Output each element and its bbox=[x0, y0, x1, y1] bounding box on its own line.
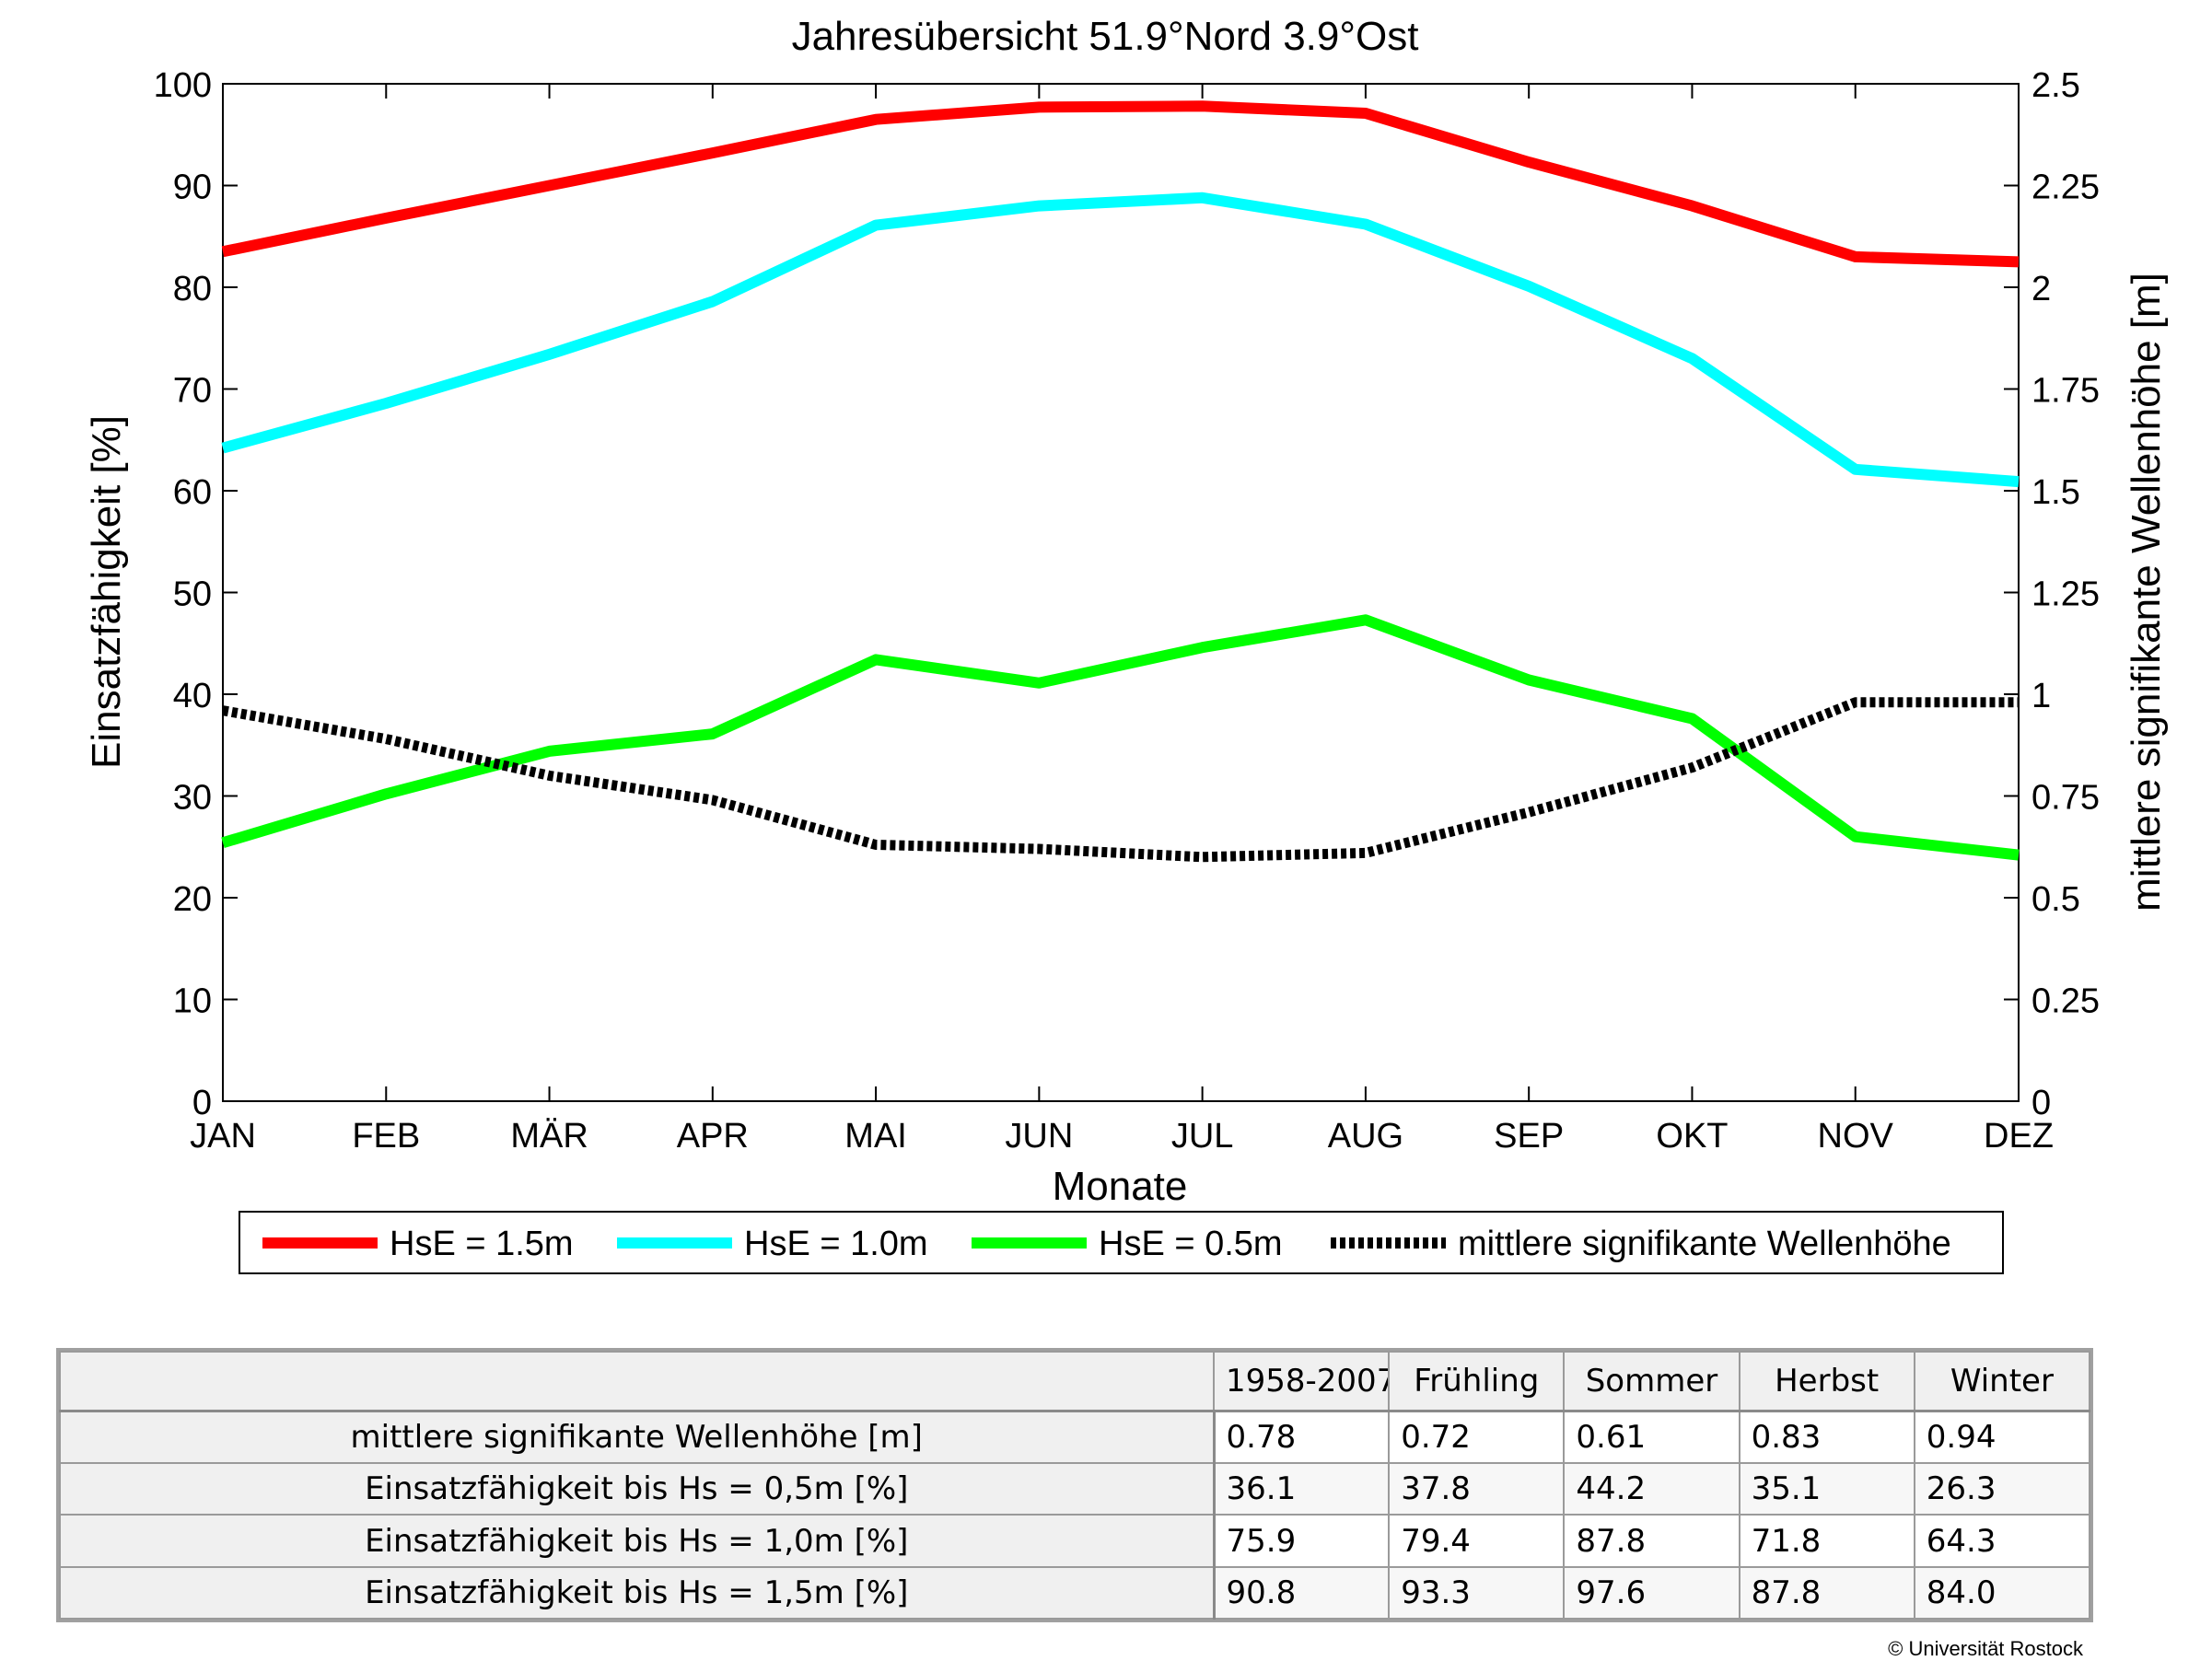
x-tick-label: OKT bbox=[1656, 1117, 1728, 1156]
table-cell: 36.1 bbox=[1212, 1462, 1391, 1516]
x-tick-label: AUG bbox=[1328, 1117, 1403, 1156]
column-header: Sommer bbox=[1563, 1351, 1740, 1412]
table-cell: 26.3 bbox=[1913, 1462, 2091, 1516]
x-tick-label: APR bbox=[677, 1117, 749, 1156]
x-tick-label: DEZ bbox=[1984, 1117, 2054, 1156]
chart-title: Jahresübersicht 51.9°Nord 3.9°Ost bbox=[792, 14, 1419, 59]
table-row: Einsatzfähigkeit bis Hs = 1,0m [%] 75.9 … bbox=[59, 1514, 2091, 1568]
x-tick-label: JAN bbox=[190, 1117, 256, 1156]
row-label: Einsatzfähigkeit bis Hs = 1,5m [%] bbox=[59, 1565, 1216, 1620]
statistics-table-panel: 1958-2007 Frühling Sommer Herbst Winter … bbox=[56, 1348, 2093, 1622]
legend: HsE = 1.5m HsE = 1.0m HsE = 0.5m mittler… bbox=[239, 1211, 2004, 1274]
y-tick-label: 60 bbox=[173, 473, 212, 512]
series-line-3 bbox=[222, 697, 2019, 863]
table-row: Einsatzfähigkeit bis Hs = 0,5m [%] 36.1 … bbox=[59, 1462, 2091, 1516]
axis-ticks: JAN FEB MÄR APR MAI JUN JUL AUG SEP OKT NOV DEZ0102… bbox=[154, 66, 2100, 1156]
statistics-table: 1958-2007 Frühling Sommer Herbst Winter … bbox=[59, 1351, 2091, 1620]
x-tick-label: SEP bbox=[1494, 1117, 1564, 1156]
column-header: Herbst bbox=[1738, 1351, 1915, 1412]
table-cell: 44.2 bbox=[1563, 1462, 1740, 1516]
table-cell: 35.1 bbox=[1738, 1462, 1915, 1516]
series-line-0 bbox=[221, 100, 2020, 268]
x-tick-label: FEB bbox=[352, 1117, 420, 1156]
table-cell: 71.8 bbox=[1738, 1514, 1915, 1568]
table-cell: 87.8 bbox=[1738, 1565, 1915, 1620]
y-tick-label: 100 bbox=[154, 66, 212, 105]
y2-tick-label: 0 bbox=[2032, 1084, 2051, 1122]
table-cell: 87.8 bbox=[1563, 1514, 1740, 1568]
y2-tick-label: 2.5 bbox=[2032, 66, 2080, 105]
table-cell: 0.61 bbox=[1563, 1410, 1740, 1465]
y2-tick-label: 1.5 bbox=[2032, 473, 2080, 512]
y2-tick-label: 2 bbox=[2032, 270, 2051, 308]
row-label: Einsatzfähigkeit bis Hs = 0,5m [%] bbox=[59, 1462, 1216, 1516]
row-label: Einsatzfähigkeit bis Hs = 1,0m [%] bbox=[59, 1514, 1216, 1568]
y-tick-label: 0 bbox=[192, 1084, 212, 1122]
legend-box bbox=[239, 1211, 2004, 1274]
table-cell: 75.9 bbox=[1212, 1514, 1391, 1568]
legend-label-wave-height: mittlere signifikante Wellenhöhe bbox=[1458, 1225, 1951, 1263]
table-header-row: 1958-2007 Frühling Sommer Herbst Winter bbox=[59, 1351, 2091, 1412]
table-cell: 0.78 bbox=[1212, 1410, 1391, 1465]
table-cell: 0.83 bbox=[1738, 1410, 1915, 1465]
y2-tick-label: 0.25 bbox=[2032, 982, 2100, 1021]
chart: Jahresübersicht 51.9°Nord 3.9°Ost JAN FEB… bbox=[84, 14, 2169, 1274]
x-tick-label: JUL bbox=[1171, 1117, 1234, 1156]
series-line-1 bbox=[221, 192, 2020, 488]
y-tick-label: 30 bbox=[173, 779, 212, 818]
y2-tick-label: 2.25 bbox=[2032, 168, 2100, 207]
copyright-note: © Universität Rostock bbox=[1888, 1637, 2083, 1660]
y-tick-label: 70 bbox=[173, 372, 212, 411]
y2-tick-label: 1.75 bbox=[2032, 372, 2100, 411]
y2-axis-title: mittlere signifikante Wellenhöhe [m] bbox=[2124, 273, 2169, 912]
legend-label-hse-1-0: HsE = 1.0m bbox=[744, 1225, 928, 1263]
series-layer bbox=[221, 100, 2020, 863]
x-tick-label: NOV bbox=[1818, 1117, 1894, 1156]
table-cell: 0.72 bbox=[1388, 1410, 1566, 1465]
x-tick-label: JUN bbox=[1005, 1117, 1073, 1156]
table-cell: 84.0 bbox=[1913, 1565, 2091, 1620]
y-axis-title: Einsatzfähigkeit [%] bbox=[84, 415, 129, 769]
column-header: 1958-2007 bbox=[1212, 1351, 1391, 1412]
table-cell: 97.6 bbox=[1563, 1565, 1740, 1620]
y-tick-label: 20 bbox=[173, 880, 212, 919]
y2-tick-label: 1 bbox=[2032, 677, 2051, 715]
y2-tick-label: 0.5 bbox=[2032, 880, 2080, 919]
table-cell: 64.3 bbox=[1913, 1514, 2091, 1568]
series-line-2 bbox=[221, 614, 2020, 861]
y-tick-label: 90 bbox=[173, 168, 212, 207]
legend-label-hse-1-5: HsE = 1.5m bbox=[390, 1225, 574, 1263]
x-axis-title: Monate bbox=[1053, 1164, 1188, 1209]
row-label: mittlere signifikante Wellenhöhe [m] bbox=[59, 1410, 1216, 1465]
table-cell: 93.3 bbox=[1388, 1565, 1566, 1620]
table-row: Einsatzfähigkeit bis Hs = 1,5m [%] 90.8 … bbox=[59, 1565, 2091, 1620]
y-tick-label: 50 bbox=[173, 575, 212, 614]
x-tick-label: MÄR bbox=[510, 1117, 588, 1156]
y-tick-label: 80 bbox=[173, 270, 212, 308]
table-row: mittlere signifikante Wellenhöhe [m] 0.7… bbox=[59, 1410, 2091, 1465]
plot-area bbox=[222, 83, 2020, 1102]
y-tick-label: 40 bbox=[173, 677, 212, 715]
table-cell: 37.8 bbox=[1388, 1462, 1566, 1516]
table-cell: 0.94 bbox=[1913, 1410, 2091, 1465]
y2-tick-label: 0.75 bbox=[2032, 779, 2100, 818]
column-header: Frühling bbox=[1388, 1351, 1566, 1412]
column-header: Winter bbox=[1913, 1351, 2091, 1412]
y-tick-label: 10 bbox=[173, 982, 212, 1021]
legend-label-hse-0-5: HsE = 0.5m bbox=[1099, 1225, 1283, 1263]
table-corner-cell bbox=[59, 1351, 1215, 1412]
table-cell: 79.4 bbox=[1388, 1514, 1566, 1568]
table-cell: 90.8 bbox=[1212, 1565, 1391, 1620]
y2-tick-label: 1.25 bbox=[2032, 575, 2100, 614]
x-tick-label: MAI bbox=[844, 1117, 907, 1156]
